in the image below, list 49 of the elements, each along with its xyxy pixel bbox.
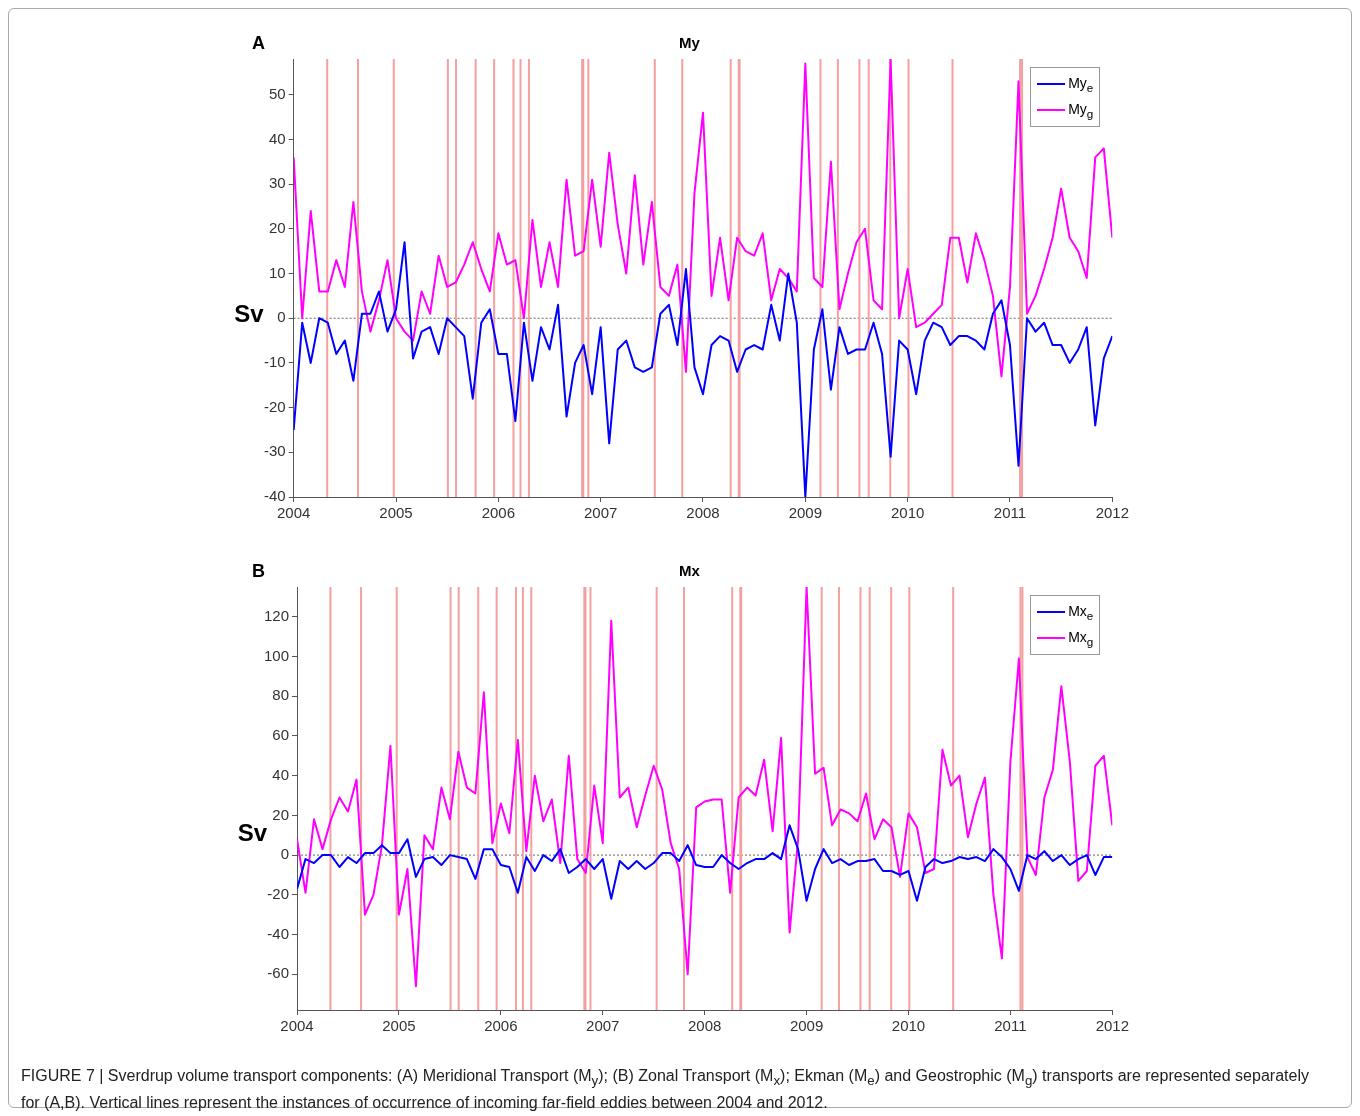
x-tick-label: 2007: [583, 504, 618, 522]
x-tick-label: 2010: [890, 504, 925, 522]
x-tick-label: 2007: [586, 1017, 620, 1035]
x-tick-label: 2010: [891, 1017, 926, 1035]
y-tick-label: 0: [280, 845, 290, 863]
y-tick-label: 100: [264, 646, 290, 664]
y-axis-title: Sv: [234, 299, 265, 327]
y-tick-label: 10: [268, 263, 286, 281]
x-tick-label: 2012: [1095, 1017, 1129, 1035]
y-tick-label: 40: [272, 765, 290, 783]
y-tick-label: -40: [263, 487, 286, 505]
x-tick-label: 2004: [280, 1017, 314, 1035]
x-tick-label: 2006: [484, 1017, 518, 1035]
y-tick-label: -10: [263, 353, 286, 371]
y-tick-label: 50: [268, 84, 286, 102]
y-tick-label: 20: [272, 805, 290, 823]
x-tick-label: 2011: [994, 1017, 1027, 1035]
chart-title: Mx: [679, 562, 701, 580]
x-tick-label: 2009: [788, 504, 823, 522]
x-tick-label: 2009: [789, 1017, 824, 1035]
y-tick-label: 0: [277, 308, 286, 326]
y-tick-label: 60: [272, 726, 290, 744]
text: B: [252, 561, 265, 582]
legend-label: Mx$_{g}$: [1068, 628, 1094, 648]
y-tick-label: -60: [267, 964, 290, 982]
x-tick-label: 2006: [481, 504, 516, 522]
text: A: [252, 33, 265, 54]
y-tick-label: -20: [263, 397, 286, 415]
y-tick-label: 30: [268, 174, 286, 192]
x-tick-label: 2005: [379, 504, 413, 522]
y-tick-label: 80: [272, 686, 290, 704]
text: FIGURE 7 | Sverdrup volume transport components: (A) Meridional Transport (M$_{y}$); (B) Zonal Transport (M$_{x}$); Ekman (M$_{e}$) and Geostrophic (M$_{g}$) transports are represented separately for (A,B). Vertical lines represent the instances of occurrence of incoming far-field eddies between 2004 and 2012.: [21, 1067, 1309, 1112]
x-tick-label: 2005: [382, 1017, 416, 1035]
x-tick-label: 2008: [687, 1017, 722, 1035]
y-tick-label: -40: [267, 924, 290, 942]
x-tick-label: 2004: [276, 504, 311, 522]
legend-label: Mx$_{e}$: [1068, 602, 1094, 622]
y-axis-title: Sv: [237, 819, 268, 847]
x-tick-label: 2011: [993, 504, 1027, 522]
y-tick-label: 40: [268, 129, 286, 147]
y-tick-label: 120: [264, 606, 290, 624]
chart-title: My: [679, 34, 701, 52]
y-tick-label: 20: [268, 218, 286, 236]
legend-label: My$_{g}$: [1068, 100, 1094, 120]
y-tick-label: -30: [263, 442, 286, 460]
legend-label: My$_{e}$: [1068, 74, 1094, 94]
y-tick-label: -20: [267, 884, 290, 902]
x-tick-label: 2012: [1095, 504, 1129, 522]
x-tick-label: 2008: [686, 504, 720, 522]
